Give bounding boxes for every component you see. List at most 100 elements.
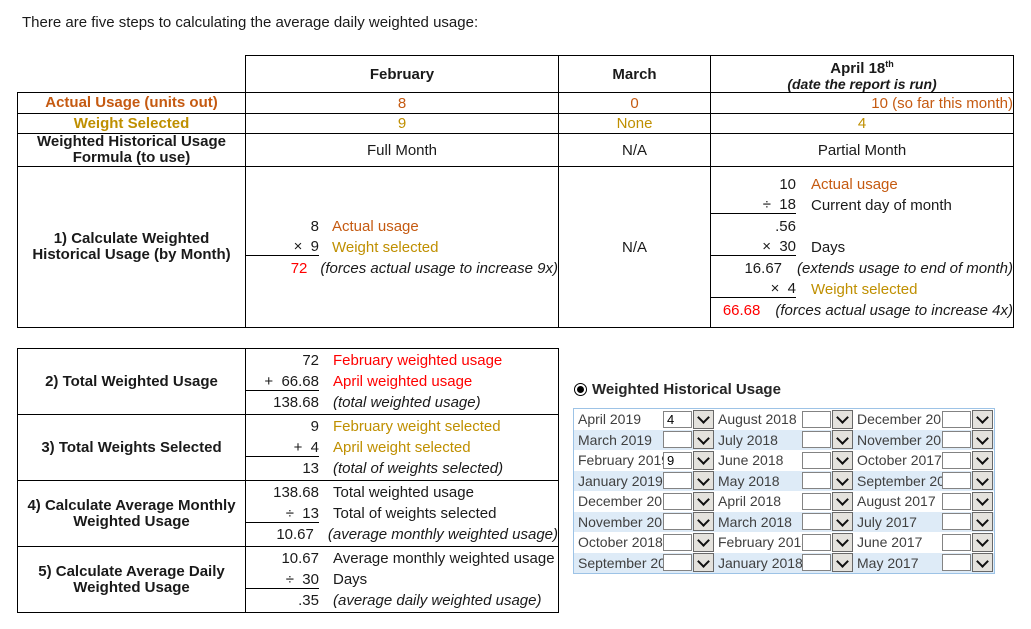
calc-label: Weight selected bbox=[811, 280, 918, 298]
calc-label: Days bbox=[333, 571, 368, 588]
month-cell: June 2018 bbox=[714, 450, 853, 471]
weight-value-input[interactable] bbox=[663, 533, 692, 551]
value-cell: 8 bbox=[245, 92, 559, 114]
weight-value-input[interactable] bbox=[663, 472, 692, 490]
dropdown-button[interactable] bbox=[693, 409, 714, 429]
dropdown-button[interactable] bbox=[693, 471, 714, 491]
calc-number: × 30 bbox=[711, 238, 796, 256]
month-label: February 2019 bbox=[578, 452, 663, 469]
calc-line: 10 Actual usage bbox=[711, 174, 1013, 195]
step-calc-cell: 9 February weight selected + 4 April weight… bbox=[245, 414, 559, 481]
dropdown-button[interactable] bbox=[832, 409, 853, 429]
dropdown-button[interactable] bbox=[972, 450, 993, 470]
month-label: December 2017 bbox=[857, 411, 942, 428]
dropdown-button[interactable] bbox=[832, 491, 853, 511]
dropdown-button[interactable] bbox=[832, 471, 853, 491]
value-cell: Partial Month bbox=[710, 133, 1014, 167]
dropdown-button[interactable] bbox=[832, 532, 853, 552]
grid-row: December 2018 April 2018 August 2017 bbox=[574, 491, 994, 512]
weight-value-input[interactable] bbox=[942, 554, 971, 572]
weight-value-input[interactable] bbox=[802, 554, 831, 572]
month-label: April 2019 bbox=[578, 411, 642, 428]
calc-line: ÷ 18 Current day of month bbox=[711, 195, 1013, 216]
weight-value-input[interactable] bbox=[942, 472, 971, 490]
dropdown-button[interactable] bbox=[693, 512, 714, 532]
calc-number: × 9 bbox=[246, 238, 319, 256]
dropdown-button[interactable] bbox=[832, 553, 853, 573]
chevron-down-icon bbox=[836, 452, 849, 466]
chevron-down-icon bbox=[836, 493, 849, 507]
value-cell: 0 bbox=[558, 92, 711, 114]
weight-value-input[interactable] bbox=[942, 533, 971, 551]
chevron-down-icon bbox=[976, 493, 989, 507]
calc-number: 138.68 bbox=[273, 394, 319, 411]
month-label: March 2018 bbox=[718, 513, 792, 530]
dropdown-button[interactable] bbox=[693, 430, 714, 450]
intro-text: There are five steps to calculating the … bbox=[22, 14, 479, 31]
calc-number: + 66.68 bbox=[246, 373, 319, 391]
dropdown-button[interactable] bbox=[972, 471, 993, 491]
weight-value-input[interactable]: 9 bbox=[663, 451, 692, 469]
calc-line: 72 (forces actual usage to increase 9x) bbox=[246, 258, 558, 279]
weighted-historical-usage-option[interactable]: Weighted Historical Usage bbox=[574, 381, 781, 398]
dropdown-button[interactable] bbox=[693, 450, 714, 470]
value-cell: None bbox=[558, 113, 711, 134]
weight-value-input[interactable]: 4 bbox=[663, 410, 692, 428]
month-cell: November 2017 bbox=[853, 430, 993, 451]
calc-number: .56 bbox=[775, 217, 796, 235]
weight-value-input[interactable] bbox=[942, 513, 971, 531]
month-cell: April 2018 bbox=[714, 491, 853, 512]
dropdown-button[interactable] bbox=[972, 409, 993, 429]
chevron-down-icon bbox=[697, 411, 710, 425]
grid-row: March 2019 July 2018 November 2017 bbox=[574, 429, 994, 451]
chevron-down-icon bbox=[976, 513, 989, 527]
calc-number: + 4 bbox=[246, 439, 319, 457]
dropdown-button[interactable] bbox=[832, 450, 853, 470]
weight-value-input[interactable] bbox=[802, 410, 831, 428]
dropdown-button[interactable] bbox=[972, 512, 993, 532]
weight-value-input[interactable] bbox=[802, 451, 831, 469]
radio-selected-icon[interactable] bbox=[574, 383, 587, 396]
dropdown-button[interactable] bbox=[972, 491, 993, 511]
dropdown-button[interactable] bbox=[972, 553, 993, 573]
weight-value-input[interactable] bbox=[663, 431, 692, 449]
dropdown-button[interactable] bbox=[832, 512, 853, 532]
dropdown-button[interactable] bbox=[693, 532, 714, 552]
calc-line: ÷ 30 Days bbox=[246, 569, 558, 590]
chevron-down-icon bbox=[976, 534, 989, 548]
month-cell: January 2019 bbox=[574, 471, 714, 492]
weight-value-input[interactable] bbox=[663, 492, 692, 510]
weight-value-input[interactable] bbox=[942, 492, 971, 510]
chevron-down-icon bbox=[836, 472, 849, 486]
weight-value-input[interactable] bbox=[942, 410, 971, 428]
step-label: 2) Total Weighted Usage bbox=[17, 348, 246, 415]
calc-number: 9 bbox=[310, 418, 319, 435]
dropdown-button[interactable] bbox=[693, 553, 714, 573]
calc-number: 13 bbox=[302, 460, 319, 477]
step-calc-cell: 72 February weighted usage + 66.68 April we… bbox=[245, 348, 559, 415]
weight-value-input[interactable] bbox=[663, 554, 692, 572]
calc-label: (average monthly weighted usage) bbox=[327, 526, 558, 543]
dropdown-button[interactable] bbox=[972, 532, 993, 552]
dropdown-button[interactable] bbox=[972, 430, 993, 450]
chevron-down-icon bbox=[836, 431, 849, 445]
weight-value-input[interactable] bbox=[802, 533, 831, 551]
weight-value-input[interactable] bbox=[942, 451, 971, 469]
chevron-down-icon bbox=[697, 534, 710, 548]
calc-number: 10 bbox=[779, 175, 796, 193]
weight-value-input[interactable] bbox=[802, 492, 831, 510]
calc-line: + 4 April weight selected bbox=[246, 437, 558, 458]
calc-label: Current day of month bbox=[811, 196, 952, 214]
dropdown-button[interactable] bbox=[832, 430, 853, 450]
dropdown-button[interactable] bbox=[693, 491, 714, 511]
weight-value-input[interactable] bbox=[802, 513, 831, 531]
weight-value-input[interactable] bbox=[942, 431, 971, 449]
calc-label: February weight selected bbox=[333, 418, 501, 435]
weight-value-input[interactable] bbox=[802, 472, 831, 490]
month-label: September 2017 bbox=[857, 472, 942, 489]
weight-value-input[interactable] bbox=[663, 513, 692, 531]
calc-line: 66.68 (forces actual usage to increase 4x… bbox=[711, 300, 1013, 321]
column-header: February bbox=[245, 55, 559, 93]
calc-label: Days bbox=[811, 238, 846, 256]
weight-value-input[interactable] bbox=[802, 431, 831, 449]
